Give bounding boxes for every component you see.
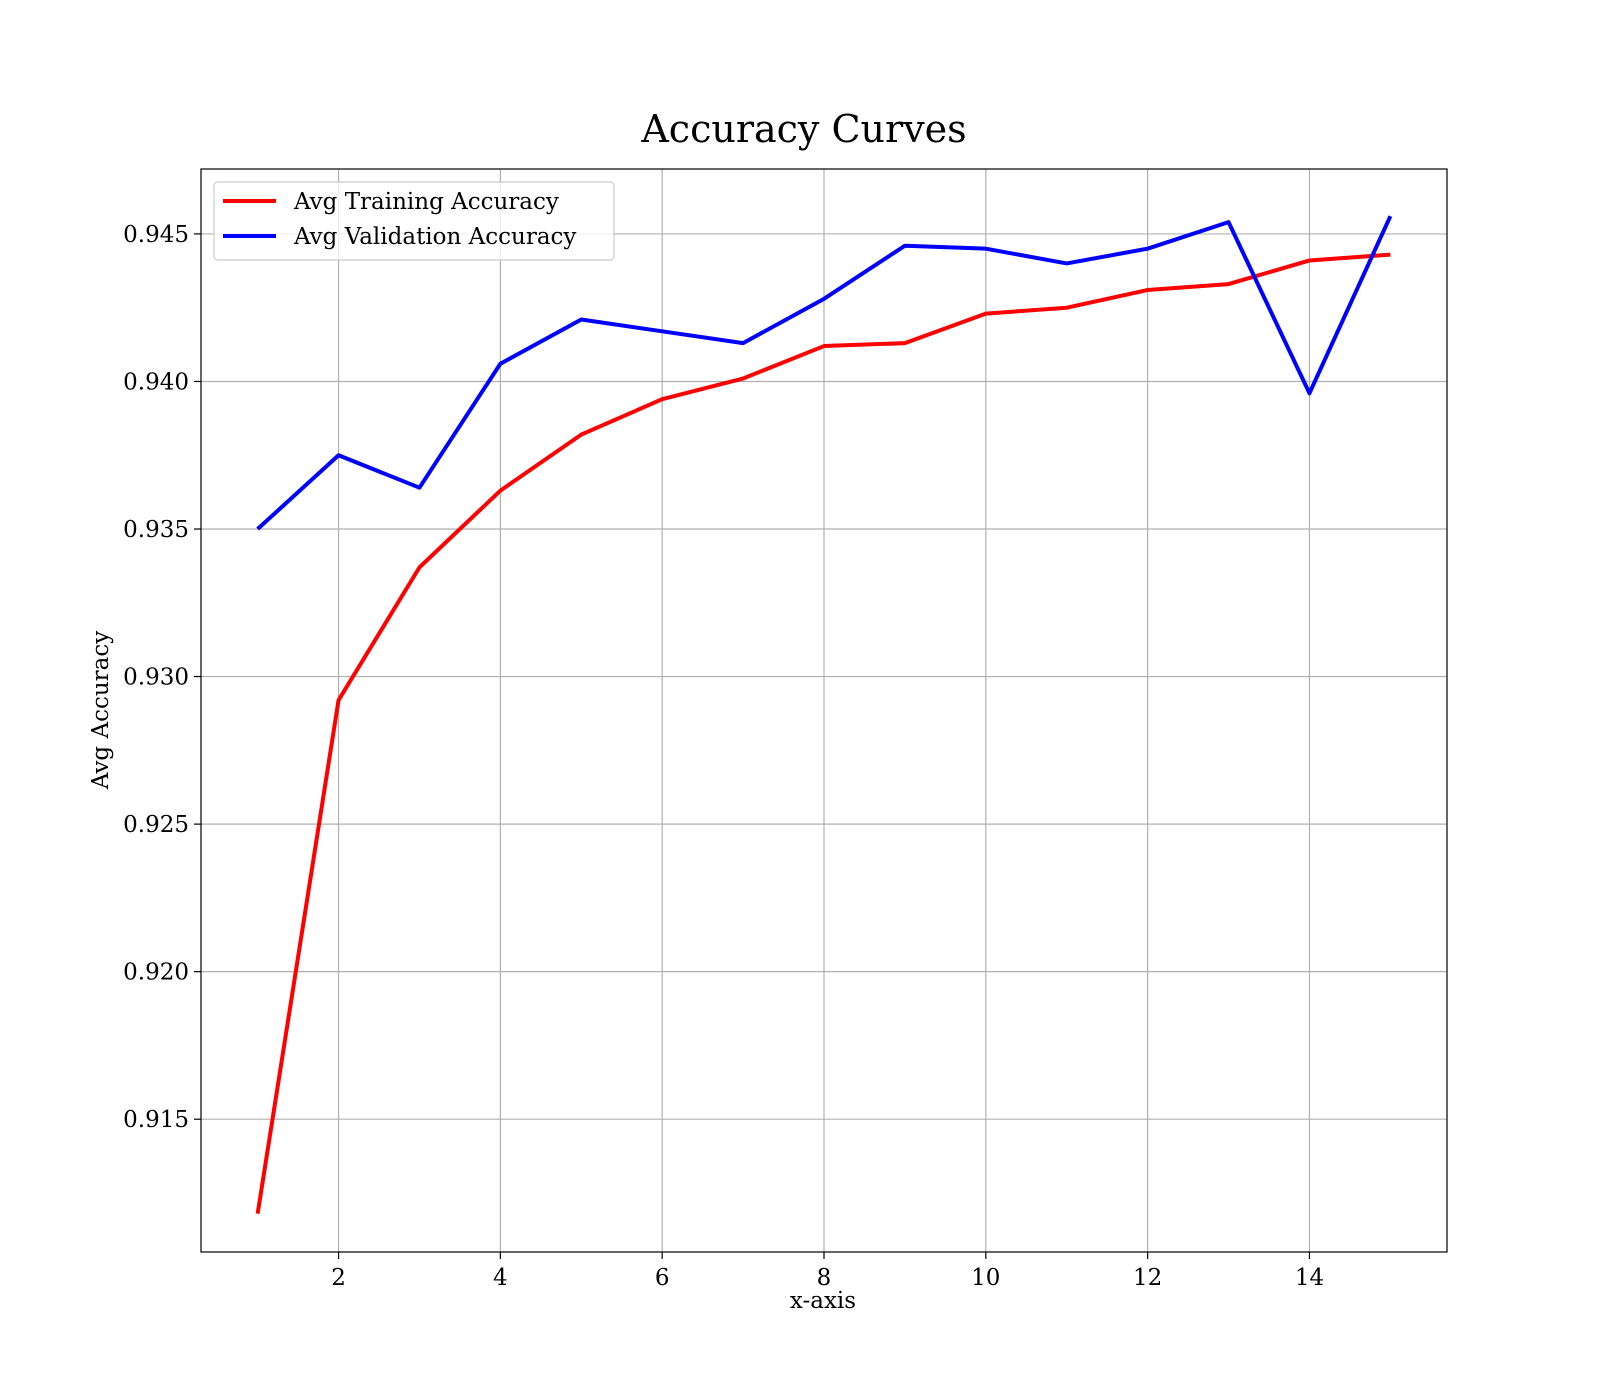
y-tick-label: 0.920 <box>123 960 189 986</box>
legend-box <box>213 181 615 261</box>
legend: Avg Training Accuracy Avg Validation Acc… <box>213 181 615 261</box>
y-tick-label: 0.925 <box>123 812 189 838</box>
chart-title: Accuracy Curves <box>640 107 966 151</box>
validation-accuracy-line <box>256 215 1393 531</box>
y-tick-label: 0.940 <box>123 369 189 395</box>
x-axis-label: x-axis <box>790 1288 856 1314</box>
series-group <box>255 215 1393 1214</box>
training-accuracy-line <box>255 252 1391 1214</box>
x-tick-label: 6 <box>655 1265 670 1291</box>
grid-lines <box>201 169 1447 1252</box>
y-tick-label: 0.915 <box>123 1107 189 1133</box>
x-axis-ticks: 2 4 6 8 10 12 14 <box>331 1252 1324 1291</box>
legend-label-training: Avg Training Accuracy <box>293 189 559 215</box>
x-tick-label: 12 <box>1133 1265 1162 1291</box>
x-tick-label: 2 <box>331 1265 346 1291</box>
x-tick-label: 14 <box>1295 1265 1324 1291</box>
legend-label-validation: Avg Validation Accuracy <box>293 224 576 250</box>
x-tick-label: 8 <box>817 1265 832 1291</box>
y-tick-label: 0.945 <box>123 222 189 248</box>
x-tick-label: 4 <box>493 1265 508 1291</box>
x-tick-label: 10 <box>971 1265 1000 1291</box>
y-axis-label: Avg Accuracy <box>88 631 114 790</box>
y-tick-label: 0.930 <box>123 665 189 691</box>
y-tick-label: 0.935 <box>123 517 189 543</box>
y-axis-ticks: 0.915 0.920 0.925 0.930 0.935 0.940 0.945 <box>123 222 201 1133</box>
